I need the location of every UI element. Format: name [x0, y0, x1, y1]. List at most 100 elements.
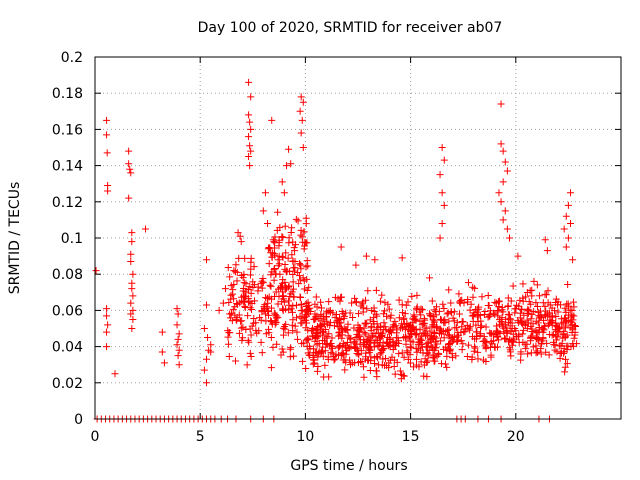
data-point: [356, 327, 364, 335]
data-point: [292, 314, 300, 322]
data-point: [341, 366, 349, 374]
data-point: [541, 290, 549, 298]
data-point: [237, 238, 245, 246]
data-point: [352, 333, 360, 341]
data-point: [440, 156, 448, 164]
data-point: [127, 258, 135, 266]
data-point: [438, 144, 446, 151]
data-point: [267, 364, 275, 372]
y-tick-label: 0.14: [52, 159, 83, 175]
data-point: [400, 353, 408, 361]
data-point: [562, 322, 570, 330]
data-point: [334, 323, 342, 331]
data-point: [282, 249, 290, 257]
data-point: [525, 306, 533, 314]
data-point: [498, 314, 506, 322]
data-point: [444, 326, 452, 334]
data-point: [344, 344, 352, 352]
data-point: [203, 355, 211, 363]
data-point: [360, 342, 368, 350]
data-point: [351, 359, 359, 367]
data-point: [293, 328, 301, 336]
data-point: [440, 201, 448, 209]
y-tick-label: 0.04: [52, 340, 83, 356]
data-point: [506, 348, 514, 356]
data-point: [477, 324, 485, 332]
data-point: [497, 140, 505, 148]
data-point: [306, 345, 314, 353]
data-point: [417, 311, 425, 319]
data-point: [561, 363, 569, 371]
data-point: [331, 293, 339, 301]
data-point: [541, 322, 549, 330]
data-point: [141, 225, 149, 233]
data-point: [445, 286, 453, 294]
data-point: [244, 294, 252, 302]
data-point: [288, 288, 296, 296]
data-point: [389, 345, 397, 353]
data-point: [373, 320, 381, 328]
data-point: [246, 283, 254, 291]
data-point: [469, 311, 477, 319]
data-point: [528, 292, 536, 300]
data-point: [239, 287, 247, 295]
data-point: [421, 355, 429, 363]
data-point: [447, 299, 455, 307]
data-point: [175, 361, 183, 369]
data-point: [241, 292, 249, 300]
data-point: [474, 348, 482, 356]
data-point: [92, 267, 100, 275]
data-point: [294, 268, 302, 276]
data-point: [517, 348, 525, 356]
data-point: [278, 282, 286, 290]
data-point: [455, 290, 463, 298]
data-point: [257, 338, 265, 346]
data-point: [337, 324, 345, 332]
data-point: [479, 337, 487, 345]
data-point: [261, 189, 269, 197]
data-point: [426, 311, 434, 319]
data-point: [533, 302, 541, 310]
data-point: [386, 327, 394, 335]
data-point: [276, 283, 284, 291]
data-point: [370, 304, 378, 312]
data-point: [397, 371, 405, 379]
data-point: [236, 232, 244, 240]
data-point: [553, 327, 561, 335]
data-point: [296, 312, 304, 320]
data-point: [504, 302, 512, 310]
data-point: [492, 299, 500, 307]
data-point: [302, 324, 310, 332]
data-point: [390, 341, 398, 349]
data-point: [437, 337, 445, 345]
data-point: [530, 277, 538, 285]
y-tick-label: 0.12: [52, 195, 83, 211]
data-point: [296, 293, 304, 301]
data-point: [291, 322, 299, 330]
data-point: [368, 332, 376, 340]
data-point: [279, 324, 287, 332]
data-point: [360, 329, 368, 337]
data-point: [335, 329, 343, 337]
data-point: [385, 359, 393, 367]
data-point: [529, 332, 537, 340]
data-point: [418, 306, 426, 314]
data-point: [408, 323, 416, 331]
data-point: [352, 298, 360, 306]
data-point: [373, 373, 381, 381]
data-point: [428, 344, 436, 352]
data-point: [532, 299, 540, 307]
data-point: [279, 253, 287, 261]
data-point: [367, 327, 375, 335]
data-point: [492, 327, 500, 335]
data-point: [302, 365, 310, 373]
data-point: [297, 300, 305, 308]
data-point: [203, 379, 211, 387]
data-point: [450, 308, 458, 316]
data-point: [476, 331, 484, 339]
data-point: [128, 325, 136, 332]
data-point: [564, 300, 572, 308]
data-point: [348, 299, 356, 307]
data-point: [408, 292, 416, 300]
axis-ticks: 0 0.02 0.04 0.06 0.08 0.1 0.12 0.14 0.16 0.18 0.2 0…: [52, 50, 621, 445]
